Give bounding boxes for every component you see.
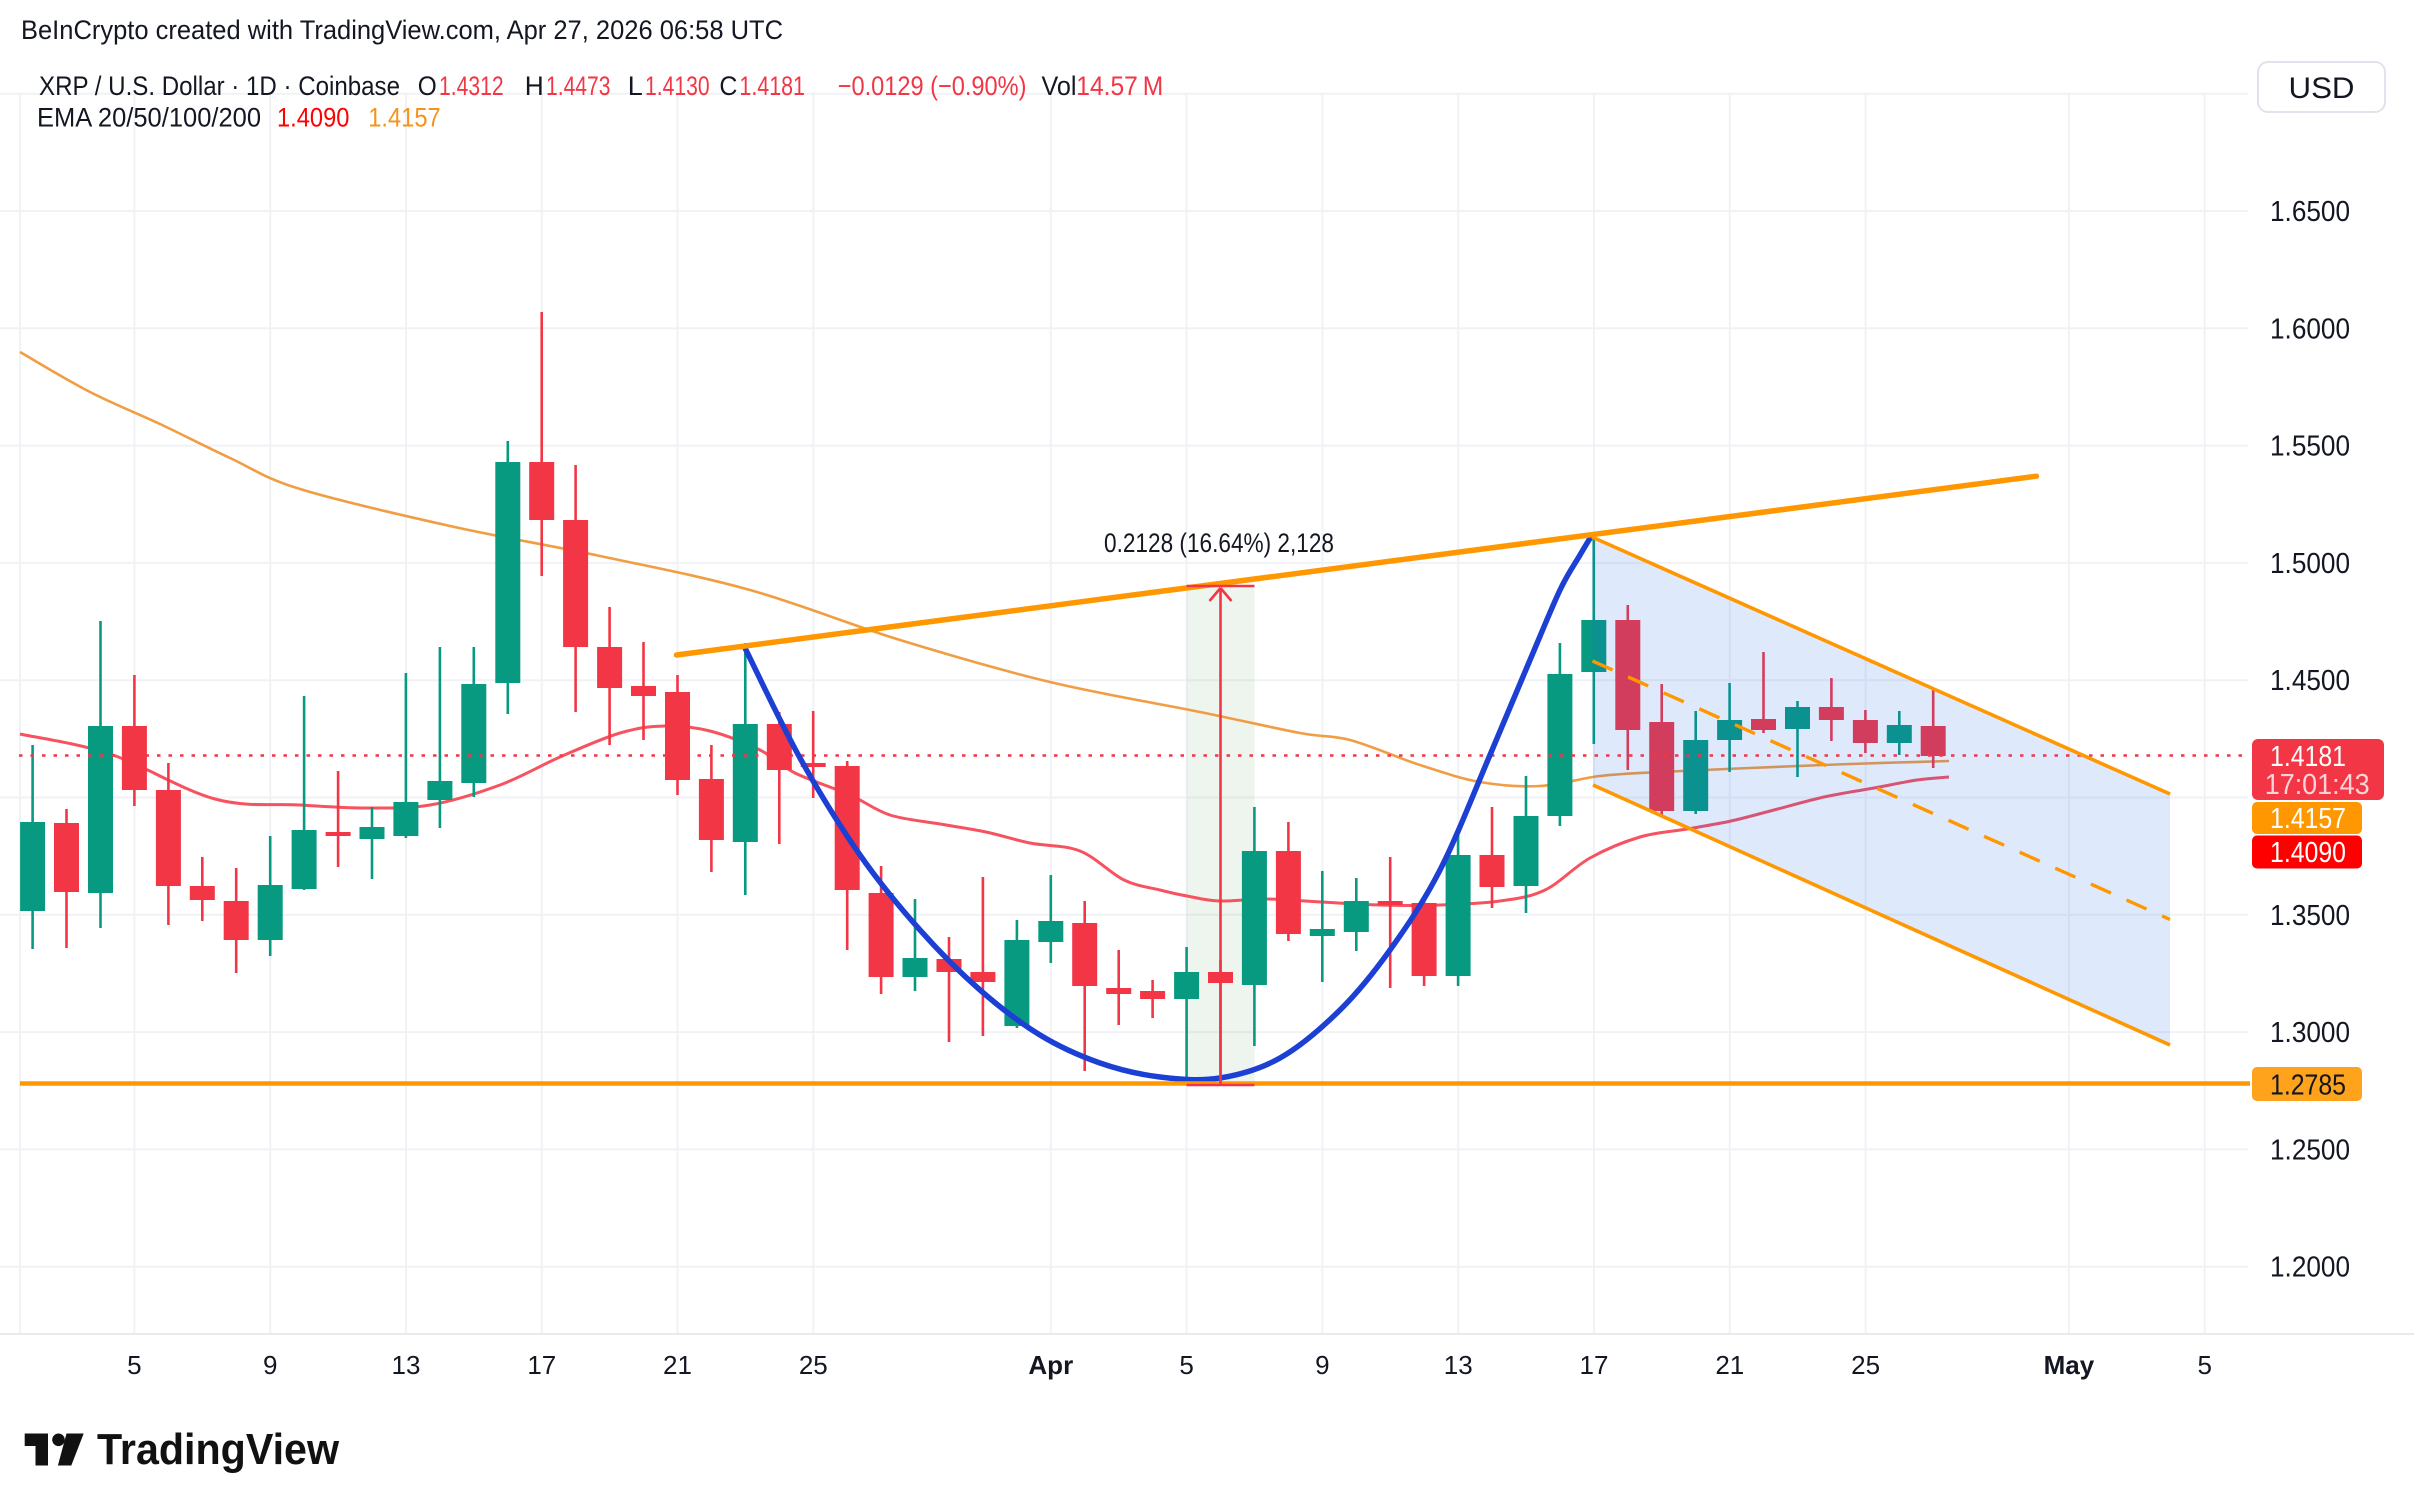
svg-text:1.4090: 1.4090 [277, 103, 349, 133]
svg-text:1.3000: 1.3000 [2270, 1017, 2350, 1049]
svg-text:1.4500: 1.4500 [2270, 665, 2350, 697]
svg-text:14.57 M: 14.57 M [1076, 71, 1163, 101]
svg-text:1.4157: 1.4157 [368, 103, 441, 133]
svg-text:5: 5 [1179, 1350, 1193, 1380]
svg-text:1.6000: 1.6000 [2270, 313, 2350, 345]
svg-text:1.4312: 1.4312 [439, 71, 504, 101]
svg-text:1.4181: 1.4181 [739, 71, 805, 101]
svg-text:XRP / U.S. Dollar · 1D · Coinb: XRP / U.S. Dollar · 1D · Coinbase [39, 71, 400, 101]
svg-text:−0.0129 (−0.90%): −0.0129 (−0.90%) [838, 71, 1027, 101]
svg-text:O: O [418, 71, 437, 101]
svg-text:Vol: Vol [1042, 71, 1077, 101]
svg-text:21: 21 [663, 1350, 692, 1380]
svg-text:17: 17 [1580, 1350, 1609, 1380]
svg-text:17: 17 [527, 1350, 556, 1380]
svg-text:H: H [525, 71, 544, 101]
svg-text:1.5500: 1.5500 [2270, 431, 2350, 463]
svg-text:L: L [628, 71, 643, 101]
svg-text:TradingView: TradingView [97, 1425, 340, 1474]
svg-text:USD: USD [2289, 72, 2355, 105]
svg-text:1.4090: 1.4090 [2270, 837, 2346, 869]
svg-text:C: C [719, 71, 737, 101]
svg-text:13: 13 [392, 1350, 421, 1380]
svg-text:9: 9 [263, 1350, 277, 1380]
svg-text:EMA 20/50/100/200: EMA 20/50/100/200 [37, 103, 261, 133]
svg-text:1.4157: 1.4157 [2270, 803, 2346, 835]
svg-text:1.6500: 1.6500 [2270, 196, 2350, 228]
svg-text:1.2785: 1.2785 [2270, 1070, 2346, 1102]
svg-text:9: 9 [1315, 1350, 1329, 1380]
svg-text:21: 21 [1715, 1350, 1744, 1380]
svg-text:13: 13 [1444, 1350, 1473, 1380]
svg-text:0.2128 (16.64%) 2,128: 0.2128 (16.64%) 2,128 [1104, 528, 1334, 558]
svg-text:Apr: Apr [1028, 1350, 1073, 1380]
svg-text:17:01:43: 17:01:43 [2265, 769, 2370, 801]
svg-text:1.5000: 1.5000 [2270, 548, 2350, 580]
svg-text:1.2500: 1.2500 [2270, 1134, 2350, 1166]
svg-text:1.4181: 1.4181 [2270, 741, 2346, 773]
svg-text:25: 25 [1851, 1350, 1880, 1380]
svg-text:1.3500: 1.3500 [2270, 900, 2350, 932]
svg-text:5: 5 [2197, 1350, 2211, 1380]
svg-text:1.4473: 1.4473 [546, 71, 611, 101]
svg-text:1.2000: 1.2000 [2270, 1252, 2350, 1284]
svg-text:May: May [2044, 1350, 2095, 1380]
svg-text:BeInCrypto created with Tradin: BeInCrypto created with TradingView.com,… [21, 15, 783, 45]
svg-text:25: 25 [799, 1350, 828, 1380]
svg-text:5: 5 [127, 1350, 141, 1380]
svg-text:1.4130: 1.4130 [645, 71, 710, 101]
